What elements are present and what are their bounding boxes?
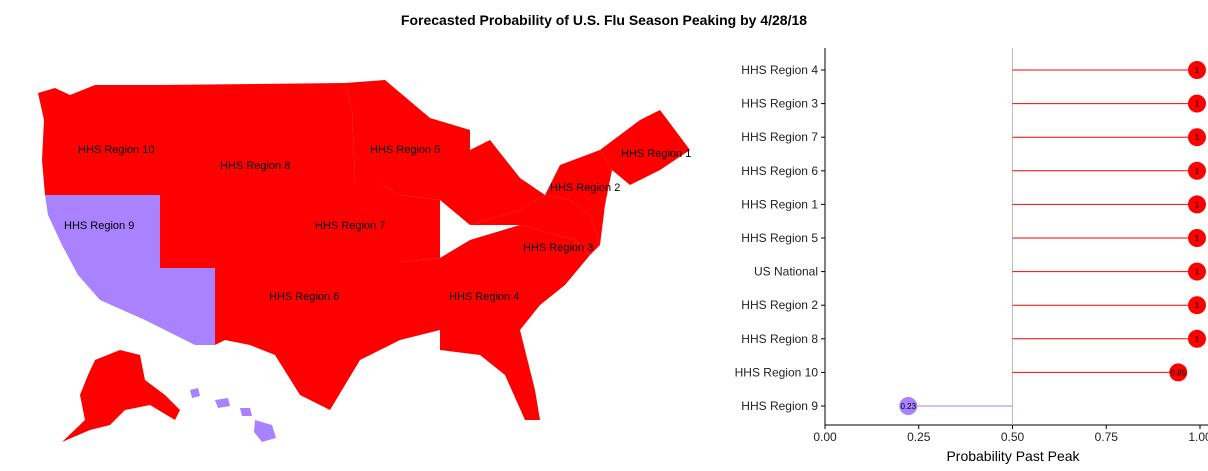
- map-label-region-1: HHS Region 1: [621, 148, 691, 160]
- map-region-2: [545, 150, 612, 245]
- x-tick-label: 0.75: [1095, 430, 1119, 444]
- lollipop-point: [1188, 329, 1206, 348]
- map-region-5: [345, 80, 545, 225]
- y-category-label: HHS Region 8: [741, 332, 818, 346]
- lollipop-point: [1188, 195, 1206, 214]
- map-region-7: [270, 183, 440, 262]
- x-axis-title: Probability Past Peak: [946, 448, 1080, 464]
- y-category-label: HHS Region 10: [735, 365, 819, 379]
- x-tick-label: 0.50: [1001, 430, 1025, 444]
- lollipop-value-label: 0.95: [1170, 368, 1186, 377]
- lollipop-point: [1188, 128, 1206, 147]
- lollipop-value-label: 0.23: [900, 402, 916, 411]
- map-label-region-4: HHS Region 4: [449, 291, 519, 303]
- y-category-label: HHS Region 1: [741, 197, 818, 211]
- lollipop-value-label: 1: [1195, 335, 1200, 344]
- y-category-label: HHS Region 2: [741, 298, 818, 312]
- lollipop-value-label: 1: [1195, 200, 1200, 209]
- lollipop-point: [1188, 161, 1206, 180]
- map-region-4: [440, 225, 590, 420]
- y-category-label: HHS Region 3: [741, 97, 818, 111]
- map-region-9-hawaii: [240, 408, 252, 416]
- lollipop-value-label: 1: [1195, 301, 1200, 310]
- map-region-3: [470, 195, 600, 255]
- lollipop-point: [1169, 363, 1188, 382]
- x-tick-label: 0.25: [907, 430, 931, 444]
- lollipop-point: [1188, 262, 1206, 281]
- map-region-9-hawaii: [190, 388, 200, 398]
- map-label-region-5: HHS Region 5: [370, 144, 440, 156]
- map-label-region-6: HHS Region 6: [269, 291, 339, 303]
- y-category-label: HHS Region 4: [741, 63, 818, 77]
- lollipop-point: [899, 397, 918, 415]
- lollipop-value-label: 1: [1195, 66, 1200, 75]
- y-category-label: US National: [754, 265, 818, 279]
- lollipop-value-label: 1: [1195, 133, 1200, 142]
- y-category-label: HHS Region 9: [741, 399, 818, 413]
- map-label-region-3: HHS Region 3: [523, 242, 593, 254]
- map-label-region-7: HHS Region 7: [315, 220, 385, 232]
- map-region-10-alaska: [62, 350, 180, 442]
- x-tick-label: 0.00: [813, 430, 837, 444]
- map-region-9: [45, 195, 215, 345]
- y-category-label: HHS Region 6: [741, 164, 818, 178]
- map-region-9-hawaii: [215, 398, 230, 408]
- map-region-10: [38, 85, 160, 195]
- lollipop-value-label: 1: [1195, 268, 1200, 277]
- x-tick-label: 1.00: [1188, 430, 1208, 444]
- map-label-region-10: HHS Region 10: [78, 144, 154, 156]
- map-label-region-2: HHS Region 2: [550, 182, 620, 194]
- map-label-region-9: HHS Region 9: [64, 220, 134, 232]
- y-category-label: HHS Region 5: [741, 231, 818, 245]
- chart-title: Forecasted Probability of U.S. Flu Seaso…: [400, 12, 808, 28]
- lollipop-value-label: 1: [1195, 100, 1200, 109]
- lollipop-point: [1188, 61, 1206, 79]
- map-region-9-hawaii: [254, 420, 276, 442]
- us-hhs-region-map: HHS Region 10 HHS Region 8 HHS Region 5 …: [38, 80, 691, 442]
- y-category-label: HHS Region 7: [741, 130, 818, 144]
- map-region-8: [160, 83, 355, 268]
- lollipop-point: [1188, 229, 1206, 247]
- map-label-region-8: HHS Region 8: [220, 160, 290, 172]
- lollipop-value-label: 1: [1195, 234, 1200, 243]
- map-region-6: [215, 208, 440, 410]
- lollipop-point: [1188, 94, 1206, 113]
- map-region-1: [600, 110, 690, 185]
- lollipop-value-label: 1: [1195, 167, 1200, 176]
- lollipop-point: [1188, 296, 1206, 315]
